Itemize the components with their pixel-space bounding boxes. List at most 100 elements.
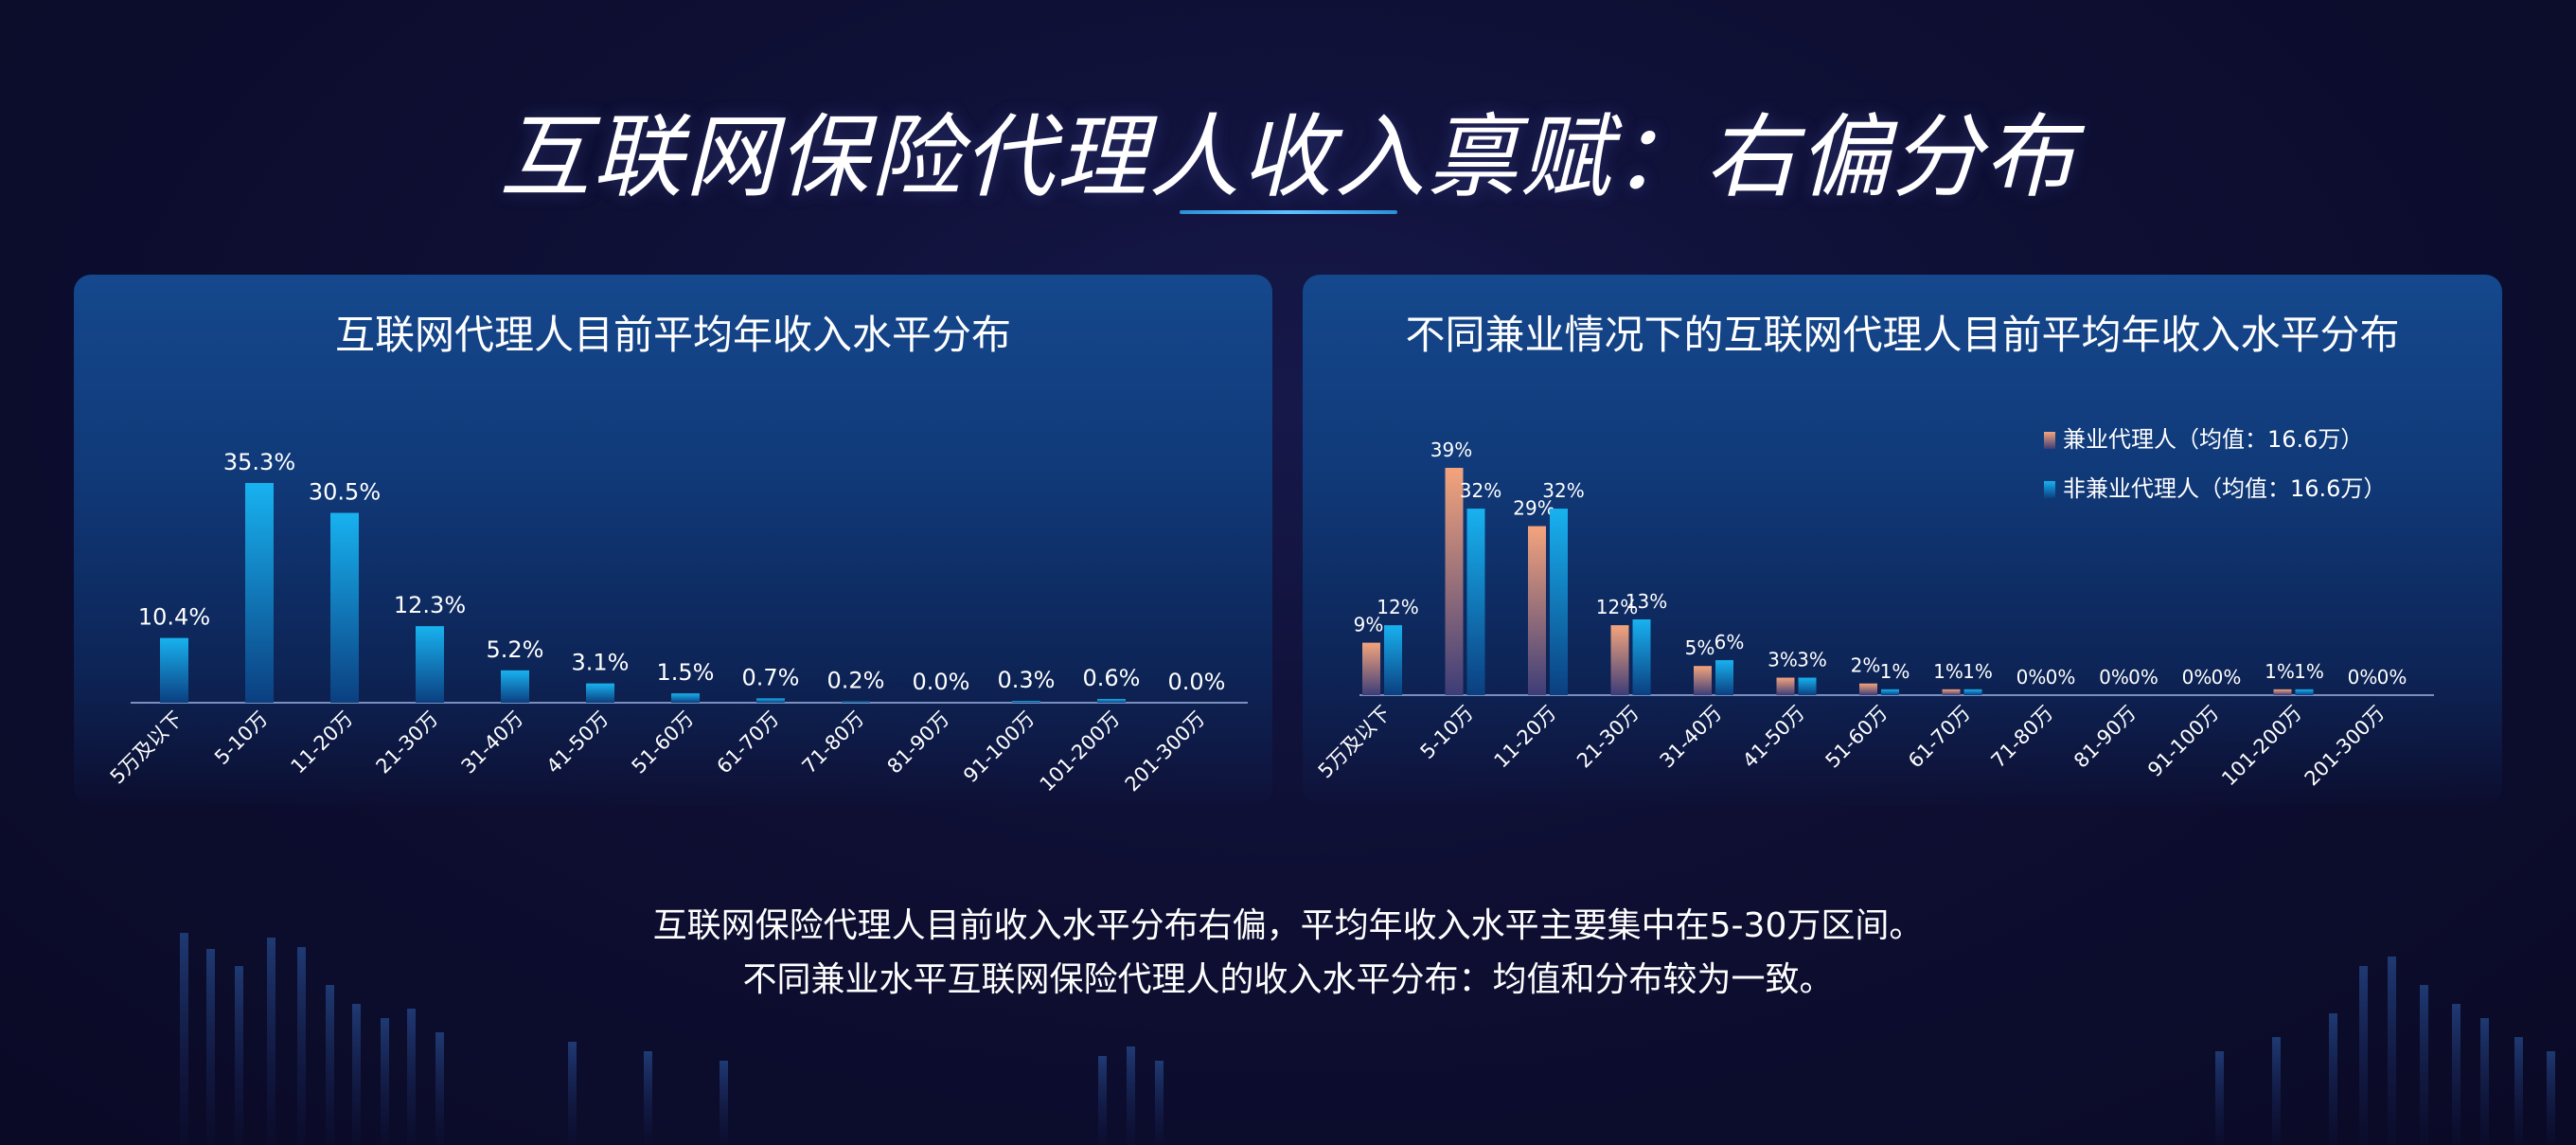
background-column: [2329, 1013, 2337, 1145]
bar: [501, 670, 529, 703]
bar: [330, 512, 359, 703]
x-tick-label: 31-40万: [457, 707, 528, 778]
background-column: [206, 949, 215, 1145]
data-label: 3%: [1797, 649, 1827, 671]
bar: [160, 637, 188, 703]
background-column: [720, 1061, 728, 1145]
bar: [416, 626, 444, 703]
bar-chart-overall: 10.4% 5万及以下 35.3% 5-10万 30.5% 11-20万 12.3% 21-3…: [106, 449, 1248, 796]
bar-fulltime: [1632, 619, 1651, 695]
data-label: 1.5%: [657, 659, 715, 686]
data-label: 0%: [2046, 666, 2076, 689]
background-column: [2547, 1051, 2555, 1145]
x-tick-label: 81-90万: [2070, 702, 2141, 773]
background-column: [1127, 1047, 1135, 1145]
background-column: [644, 1051, 652, 1145]
bar: [1012, 701, 1040, 703]
data-label: 12%: [1377, 596, 1418, 618]
x-tick-label: 61-70万: [713, 707, 784, 778]
bar-fulltime: [1881, 689, 1899, 695]
data-label: 6%: [1714, 631, 1745, 653]
bar-fulltime: [1384, 625, 1402, 695]
background-column: [2514, 1037, 2523, 1145]
data-label: 0%: [2182, 666, 2212, 689]
legend-label: 非兼业代理人（均值：16.6万）: [2063, 475, 2386, 502]
bar-parttime: [1445, 468, 1464, 695]
x-tick-label: 51-60万: [1821, 702, 1892, 773]
x-tick-label: 5-10万: [210, 707, 273, 770]
data-label: 0%: [2212, 666, 2242, 689]
data-label: 0%: [2128, 666, 2159, 689]
x-tick-label: 31-40万: [1656, 702, 1727, 773]
bar-parttime: [1942, 689, 1961, 695]
background-column: [352, 1004, 361, 1145]
data-label: 32%: [1542, 479, 1584, 502]
x-tick-label: 71-80万: [1987, 702, 2058, 773]
data-label: 10.4%: [138, 604, 210, 631]
background-column: [267, 938, 275, 1145]
bar: [756, 698, 785, 703]
x-tick-label: 41-50万: [1738, 702, 1809, 773]
data-label: 12.3%: [394, 592, 466, 618]
data-label: 0.0%: [913, 669, 970, 695]
data-label: 0%: [2099, 666, 2129, 689]
legend-swatch: [2044, 481, 2055, 498]
chart-panel-overall: 互联网代理人目前平均年收入水平分布 10.4% 5万及以下 35.3% 5-10万 30…: [74, 275, 1272, 805]
bar-fulltime: [1466, 509, 1485, 695]
title-underline: [1180, 210, 1397, 214]
bar: [245, 483, 274, 703]
x-tick-label: 91-100万: [2143, 702, 2223, 781]
data-label: 5%: [1685, 636, 1715, 659]
x-tick-label: 71-80万: [798, 707, 869, 778]
data-label: 0%: [2377, 666, 2407, 689]
bar-chart-by-parttime: 9%12%5万及以下39%32%5-10万29%32%11-20万12%13%2…: [1314, 426, 2434, 791]
bar-parttime: [1528, 526, 1546, 695]
x-tick-label: 61-70万: [1904, 702, 1975, 773]
x-tick-label: 101-200万: [2217, 702, 2306, 791]
data-label: 3.1%: [572, 650, 630, 676]
data-label: 0%: [2016, 666, 2047, 689]
data-label: 1%: [2294, 660, 2324, 683]
data-label: 0%: [2348, 666, 2378, 689]
background-column: [568, 1042, 577, 1145]
data-label: 1%: [2265, 660, 2295, 683]
background-column: [2480, 1018, 2489, 1145]
data-label: 1%: [1933, 660, 1963, 683]
chart-panel-by-parttime: 不同兼业情况下的互联网代理人目前平均年收入水平分布 9% 12% 5万及以下 39% 3…: [1303, 275, 2502, 805]
bar: [586, 683, 614, 703]
bar-fulltime: [1550, 509, 1568, 695]
data-label: 0.3%: [998, 667, 1056, 693]
summary-line-2: 不同兼业水平互联网保险代理人的收入水平分布：均值和分布较为一致。: [742, 960, 1834, 999]
bar: [671, 693, 700, 703]
legend-swatch: [2044, 432, 2055, 449]
x-tick-label: 21-30万: [372, 707, 443, 778]
background-column: [2388, 957, 2396, 1145]
x-tick-label: 201-300万: [1121, 707, 1210, 796]
background-column: [2452, 1004, 2461, 1145]
chart-title-overall: 互联网代理人目前平均年收入水平分布: [334, 312, 1011, 358]
data-label: 1%: [1963, 660, 1993, 683]
background-column: [2420, 985, 2428, 1145]
background-column: [180, 933, 188, 1145]
bar-parttime: [1859, 683, 1877, 695]
bar-fulltime: [2295, 689, 2314, 695]
bar-parttime: [1362, 642, 1380, 695]
data-label: 30.5%: [309, 479, 381, 506]
bar-parttime: [2273, 689, 2292, 695]
x-tick-label: 81-90万: [883, 707, 954, 778]
background-column: [381, 1018, 389, 1145]
bar: [1097, 699, 1126, 703]
x-tick-label: 11-20万: [287, 707, 358, 778]
background-column: [297, 947, 306, 1145]
x-tick-label: 201-300万: [2301, 702, 2389, 791]
background-column: [2359, 966, 2368, 1145]
data-label: 29%: [1513, 497, 1554, 520]
bar: [842, 701, 870, 703]
x-tick-label: 41-50万: [542, 707, 613, 778]
data-label: 0.6%: [1083, 665, 1141, 691]
bar-parttime: [1776, 677, 1795, 695]
background-column: [235, 966, 243, 1145]
x-tick-label: 5万及以下: [1314, 702, 1395, 783]
x-tick-label: 91-100万: [959, 707, 1039, 787]
